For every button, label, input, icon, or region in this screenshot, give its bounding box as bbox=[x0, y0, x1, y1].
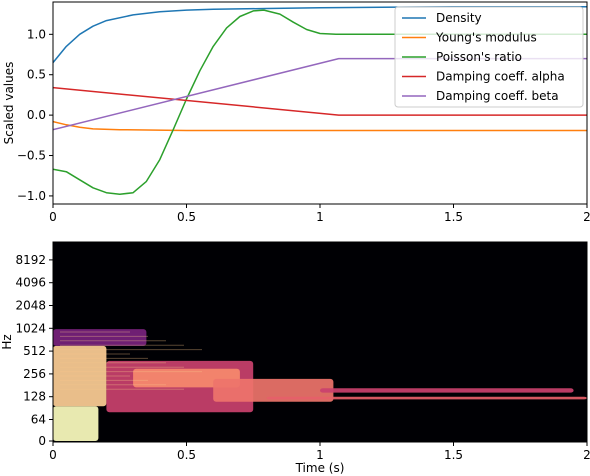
legend: Density Young's modulus Poisson's ratio Dam… bbox=[394, 6, 584, 108]
x-tick-label: 0.5 bbox=[177, 210, 196, 224]
spectrogram-bands bbox=[53, 329, 587, 441]
legend-label: Young's modulus bbox=[435, 31, 537, 45]
x-tick-label: 0 bbox=[49, 210, 57, 224]
y-axis-ticks: 0 64 128 256 512 1024 2048 4096 8192 bbox=[15, 253, 53, 448]
x-tick-label: 0.5 bbox=[177, 448, 196, 462]
y-tick-label: 4096 bbox=[15, 276, 46, 290]
line-series-group bbox=[53, 6, 587, 196]
series-line-2 bbox=[53, 120, 587, 132]
y-axis-label: Hz bbox=[0, 334, 14, 349]
y-tick-label: 0 bbox=[38, 434, 46, 448]
x-tick-label: 2 bbox=[583, 448, 590, 462]
x-axis-label: Time (s) bbox=[295, 461, 345, 475]
spectrogram-band-2 bbox=[53, 345, 107, 407]
y-tick-label: 2048 bbox=[15, 299, 46, 313]
y-axis-label: Scaled values bbox=[2, 62, 16, 145]
x-tick-label: 1.5 bbox=[444, 448, 463, 462]
y-tick-label: −1.0 bbox=[17, 189, 46, 203]
spectrogram-panel: 0 0.5 1 1.5 2 0 64 128 256 512 1024 2048 4096 8192 H… bbox=[0, 241, 590, 475]
y-tick-label: −0.5 bbox=[17, 149, 46, 163]
x-tick-label: 1.5 bbox=[444, 210, 463, 224]
legend-frame bbox=[394, 6, 584, 108]
series-line-4 bbox=[53, 86, 587, 116]
y-tick-label: 8192 bbox=[15, 253, 46, 267]
y-tick-label: 0.5 bbox=[27, 68, 46, 82]
y-tick-label: 0.0 bbox=[27, 108, 46, 122]
x-axis-ticks: 0 0.5 1 1.5 2 bbox=[49, 442, 590, 462]
y-tick-label: 1024 bbox=[15, 321, 46, 335]
y-axis-ticks: −1.0 −0.5 0.0 0.5 1.0 bbox=[17, 27, 53, 203]
spectrogram-band-8 bbox=[266, 396, 587, 400]
x-tick-label: 1 bbox=[316, 210, 324, 224]
y-tick-label: 128 bbox=[23, 390, 46, 404]
spectrogram-band-6 bbox=[213, 378, 334, 402]
legend-label: Poisson's ratio bbox=[436, 50, 522, 64]
x-tick-label: 1 bbox=[316, 448, 324, 462]
legend-label: Damping coeff. alpha bbox=[436, 70, 565, 84]
y-tick-label: 1.0 bbox=[27, 27, 46, 41]
x-tick-label: 0 bbox=[49, 448, 57, 462]
y-tick-label: 64 bbox=[31, 413, 46, 427]
x-tick-label: 2 bbox=[583, 210, 590, 224]
spectrogram-band-3 bbox=[53, 329, 147, 346]
spectrogram-band-7 bbox=[320, 388, 574, 393]
y-tick-label: 256 bbox=[23, 367, 46, 381]
series-line-1 bbox=[53, 6, 587, 64]
x-axis-ticks: 0 0.5 1 1.5 2 bbox=[49, 204, 590, 224]
line-chart-panel: 0 0.5 1 1.5 2 −1.0 −0.5 0.0 0.5 1.0 Scaled value… bbox=[2, 1, 590, 224]
series-line-3 bbox=[53, 9, 587, 196]
legend-label: Density bbox=[436, 11, 482, 25]
y-tick-label: 512 bbox=[23, 344, 46, 358]
spectrogram-band-1 bbox=[53, 406, 99, 441]
legend-label: Damping coeff. beta bbox=[436, 89, 559, 103]
